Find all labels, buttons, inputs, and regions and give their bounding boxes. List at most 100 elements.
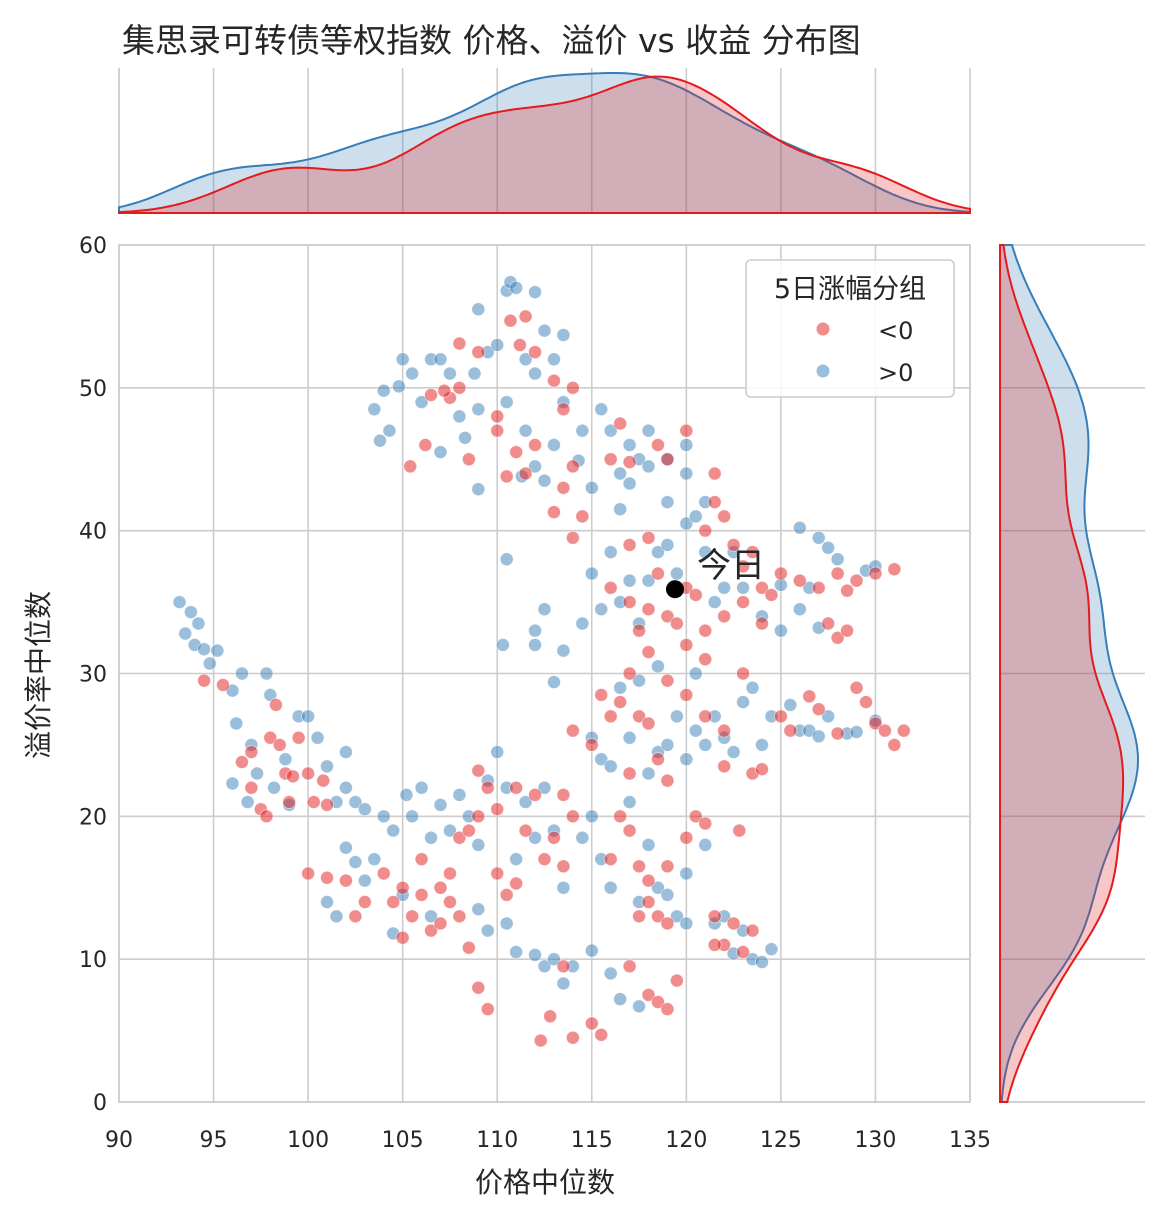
scatter-point bbox=[499, 887, 514, 902]
scatter-point bbox=[603, 966, 618, 981]
scatter-point bbox=[424, 923, 438, 938]
legend-label-neg: <0 bbox=[878, 317, 913, 345]
scatter-point bbox=[556, 859, 571, 874]
scatter-point bbox=[386, 823, 401, 838]
scatter-point bbox=[878, 723, 892, 738]
scatter-point bbox=[622, 476, 637, 491]
scatter-point bbox=[499, 916, 514, 931]
scatter-point bbox=[641, 895, 656, 909]
legend: 5日涨幅分组 <0 >0 bbox=[745, 259, 955, 398]
scatter-point bbox=[490, 866, 505, 881]
scatter-point bbox=[584, 566, 599, 581]
scatter-point bbox=[565, 723, 580, 738]
legend-marker-neg bbox=[816, 322, 830, 336]
scatter-point bbox=[679, 866, 694, 881]
scatter-point bbox=[565, 530, 580, 545]
scatter-point bbox=[736, 595, 750, 609]
scatter-point bbox=[641, 602, 656, 617]
scatter-point bbox=[202, 656, 217, 671]
scatter-point bbox=[773, 709, 788, 724]
scatter-point bbox=[357, 873, 372, 888]
scatter-point bbox=[698, 738, 713, 752]
scatter-point bbox=[651, 752, 665, 767]
scatter-point bbox=[603, 759, 618, 774]
scatter-point bbox=[357, 802, 372, 817]
scatter-point bbox=[792, 602, 807, 617]
scatter-point bbox=[490, 745, 505, 759]
x-tick-label: 120 bbox=[665, 1128, 707, 1153]
scatter-point bbox=[471, 402, 486, 417]
scatter-point bbox=[707, 495, 722, 510]
scatter-point bbox=[528, 947, 542, 962]
scatter-point bbox=[291, 730, 306, 745]
scatter-point bbox=[811, 702, 826, 717]
scatter-point bbox=[433, 445, 448, 460]
scatter-point bbox=[547, 352, 561, 367]
scatter-point bbox=[414, 852, 429, 867]
scatter-point bbox=[306, 795, 321, 809]
scatter-point bbox=[382, 423, 397, 438]
scatter-point bbox=[849, 573, 864, 588]
scatter-point bbox=[732, 823, 747, 838]
right-kde-pos bbox=[999, 244, 1140, 1103]
scatter-point bbox=[471, 345, 486, 360]
scatter-point bbox=[755, 738, 769, 752]
scatter-point bbox=[830, 630, 845, 645]
scatter-point bbox=[679, 423, 694, 438]
scatter-point bbox=[467, 366, 482, 381]
scatter-point bbox=[259, 809, 274, 824]
scatter-point bbox=[386, 895, 401, 909]
scatter-point bbox=[301, 866, 316, 881]
scatter-point bbox=[543, 1009, 558, 1024]
y-tick-label: 20 bbox=[79, 805, 107, 830]
scatter-point bbox=[269, 698, 283, 712]
scatter-point bbox=[443, 895, 457, 909]
scatter-point bbox=[688, 666, 703, 681]
scatter-point bbox=[556, 643, 571, 658]
scatter-point bbox=[603, 545, 618, 559]
scatter-point bbox=[528, 366, 542, 381]
scatter-point bbox=[452, 380, 467, 395]
scatter-point bbox=[887, 562, 902, 577]
scatter-point bbox=[499, 552, 514, 567]
scatter-point bbox=[263, 730, 278, 745]
scatter-point bbox=[755, 616, 769, 631]
scatter-point bbox=[660, 738, 675, 752]
scatter-point bbox=[651, 659, 665, 674]
scatter-point bbox=[584, 943, 599, 958]
scatter-point bbox=[679, 916, 694, 931]
scatter-point bbox=[414, 395, 429, 410]
scatter-point bbox=[830, 726, 845, 741]
scatter-point bbox=[565, 809, 580, 824]
scatter-point bbox=[556, 880, 571, 895]
scatter-point bbox=[320, 759, 334, 774]
scatter-point bbox=[717, 580, 732, 595]
scatter-point bbox=[301, 766, 316, 781]
scatter-point bbox=[503, 313, 518, 328]
scatter-point bbox=[509, 280, 524, 295]
scatter-point bbox=[267, 780, 281, 795]
scatter-point bbox=[613, 502, 628, 517]
scatter-point bbox=[471, 838, 486, 852]
scatter-point bbox=[533, 1033, 548, 1048]
scatter-point bbox=[286, 769, 300, 784]
scatter-point bbox=[660, 887, 675, 902]
scatter-point bbox=[547, 830, 561, 845]
scatter-point bbox=[745, 923, 760, 938]
scatter-point bbox=[849, 680, 864, 695]
scatter-point bbox=[698, 816, 713, 831]
scatter-point bbox=[528, 830, 542, 845]
scatter-point bbox=[339, 780, 353, 795]
scatter-point bbox=[632, 709, 646, 724]
scatter-point bbox=[282, 795, 297, 809]
scatter-point bbox=[414, 780, 429, 795]
scatter-point bbox=[632, 909, 646, 924]
scatter-point bbox=[783, 723, 798, 738]
x-tick-label: 100 bbox=[287, 1128, 329, 1153]
scatter-point bbox=[301, 709, 316, 724]
scatter-point bbox=[471, 763, 486, 778]
scatter-point bbox=[471, 902, 486, 917]
scatter-point bbox=[688, 723, 703, 738]
scatter-point bbox=[736, 666, 750, 681]
scatter-point bbox=[433, 916, 448, 931]
